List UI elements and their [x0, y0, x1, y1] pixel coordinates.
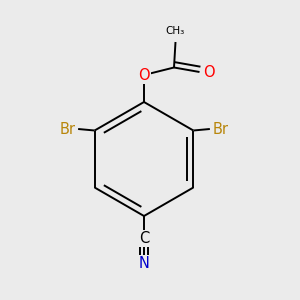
Text: CH₃: CH₃	[166, 26, 185, 36]
Text: O: O	[138, 68, 150, 82]
Text: Br: Br	[59, 122, 75, 136]
Text: C: C	[139, 231, 149, 246]
Text: N: N	[139, 256, 149, 272]
Text: Br: Br	[213, 122, 229, 136]
Text: O: O	[203, 64, 214, 80]
